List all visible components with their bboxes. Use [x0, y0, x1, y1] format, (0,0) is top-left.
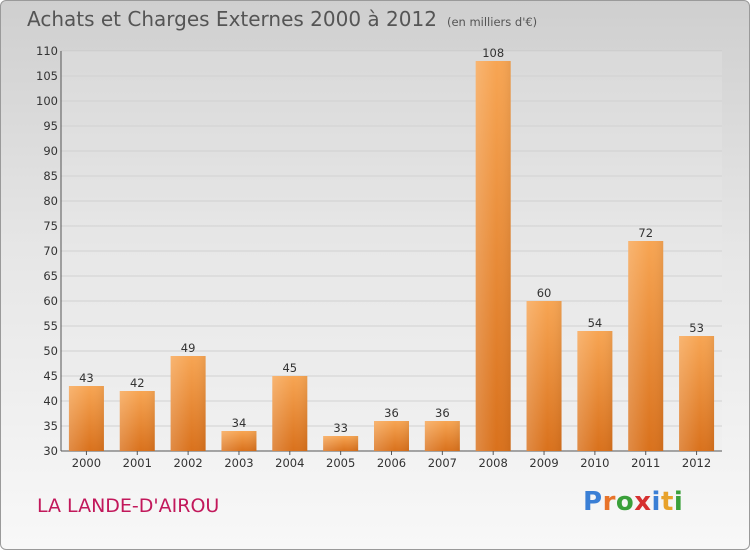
logo-letter: P: [583, 487, 603, 517]
bar-shade: [679, 336, 715, 451]
y-tick-label: 55: [43, 319, 58, 333]
chart-title-text: Achats et Charges Externes 2000 à 2012: [27, 7, 437, 31]
y-tick-label: 75: [43, 219, 58, 233]
bar-value-label: 54: [588, 316, 603, 330]
y-tick-label: 40: [43, 394, 58, 408]
y-tick-label: 105: [36, 69, 58, 83]
bar-shade: [424, 421, 460, 451]
x-tick-label: 2000: [72, 456, 101, 470]
bar-value-label: 33: [333, 421, 348, 435]
x-tick-label: 2007: [428, 456, 457, 470]
logo-letter: o: [615, 487, 635, 517]
bar-value-label: 34: [232, 416, 247, 430]
y-tick-label: 30: [43, 444, 58, 458]
y-tick-label: 100: [36, 94, 58, 108]
y-tick-label: 45: [43, 369, 58, 383]
bar-shade: [628, 241, 664, 451]
x-tick-label: 2005: [326, 456, 355, 470]
logo-letter: t: [660, 487, 674, 517]
x-tick-label: 2010: [580, 456, 609, 470]
y-tick-label: 80: [43, 194, 58, 208]
bar-shade: [577, 331, 613, 451]
bar-layer: 43 42 49 34 45 33 36 36 108 60 54 72 53: [68, 46, 715, 451]
x-tick-label: 2008: [479, 456, 508, 470]
x-tick-label: 2012: [682, 456, 711, 470]
bar-value-label: 45: [282, 361, 297, 375]
x-tick-label: 2002: [173, 456, 202, 470]
y-tick-label: 60: [43, 294, 58, 308]
chart-subtitle: (en milliers d'€): [446, 15, 538, 29]
y-tick-label: 65: [43, 269, 58, 283]
plot-area: [61, 51, 722, 451]
bar-shade: [272, 376, 308, 451]
x-tick-label: 2001: [123, 456, 152, 470]
bar-value-label: 108: [482, 46, 504, 60]
bar-shade: [68, 386, 104, 451]
x-tick-label: 2009: [529, 456, 558, 470]
bar-shade: [170, 356, 206, 451]
y-tick-label: 95: [43, 119, 58, 133]
bar-shade: [119, 391, 155, 451]
bar-value-label: 49: [181, 341, 196, 355]
y-tick-label: 90: [43, 144, 58, 158]
bar-value-label: 36: [435, 406, 450, 420]
town-name: LA LANDE-D'AIROU: [37, 495, 220, 517]
bar-value-label: 36: [384, 406, 399, 420]
proxiti-logo: Proxiti: [583, 487, 683, 517]
y-tick-label: 85: [43, 169, 58, 183]
y-tick-label: 110: [36, 44, 58, 58]
y-tick-label: 35: [43, 419, 58, 433]
y-tick-label: 70: [43, 244, 58, 258]
bar-shade: [221, 431, 257, 451]
bar-shade: [526, 301, 562, 451]
bar-value-label: 42: [130, 376, 145, 390]
bar-shade: [475, 61, 511, 451]
logo-letter: i: [673, 487, 684, 517]
y-tick-label: 50: [43, 344, 58, 358]
bar-value-label: 60: [537, 286, 552, 300]
bar-shade: [374, 421, 409, 451]
x-tick-label: 2011: [631, 456, 660, 470]
bar-shade: [323, 436, 359, 451]
chart-title: Achats et Charges Externes 2000 à 2012 (e…: [27, 7, 537, 31]
logo-letter: x: [634, 487, 652, 517]
x-tick-label: 2003: [224, 456, 253, 470]
bar-value-label: 53: [689, 321, 704, 335]
bar-value-label: 43: [79, 371, 94, 385]
x-tick-label: 2006: [377, 456, 406, 470]
x-tick-label: 2004: [275, 456, 304, 470]
logo-letter: i: [651, 487, 661, 517]
bar-value-label: 72: [638, 226, 653, 240]
logo-letter: r: [602, 487, 616, 517]
